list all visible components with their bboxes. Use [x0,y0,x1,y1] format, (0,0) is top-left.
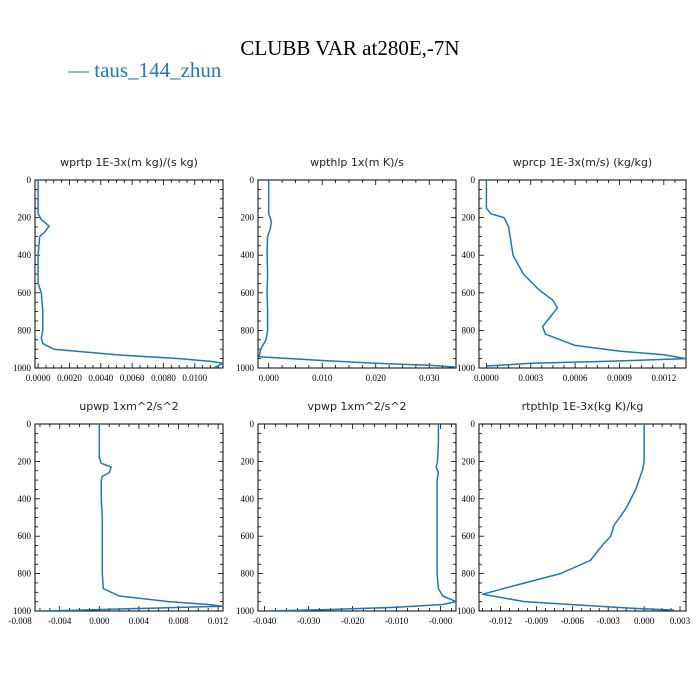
panel-6: rtpthlp 1E-3x(kg K)/kg 0 200 400 600 800 1000 -… [457,400,691,626]
x-tick-label: -0.012 [489,616,512,626]
y-tick-label: 1000 [236,606,255,616]
y-tick-label: 200 [18,456,32,466]
x-tick-label: 0.0000 [474,373,499,383]
x-tick-label: 0.0020 [57,373,82,383]
panel-title: wpthlp 1x(m K)/s [310,156,404,169]
panel-title: upwp 1xm^2/s^2 [79,400,179,413]
y-tick-label: 800 [241,325,255,335]
panel-2: wpthlp 1x(m K)/s 0 200 400 600 800 1000 0.000 0.… [236,156,457,383]
x-tick-label: 0.0060 [120,373,145,383]
panel-5: vpwp 1xm^2/s^2 0 200 400 600 800 1000-0.040 -0.… [236,400,457,626]
x-tick-label: 0.0009 [607,373,632,383]
y-tick-label: 0 [471,175,476,185]
x-tick-label: -0.009 [525,616,549,626]
y-tick-label: 800 [462,325,476,335]
y-tick-label: 800 [462,569,476,579]
y-tick-label: 0 [27,419,32,429]
plot-frame [34,179,224,369]
x-tick-label: -0.003 [597,616,621,626]
y-tick-label: 400 [462,494,476,504]
x-tick-label: -0.000 [429,616,453,626]
y-tick-label: 600 [241,531,255,541]
x-tick-label: 0.010 [312,373,333,383]
page-title: CLUBB VAR at280E,-7N [240,36,460,60]
x-tick-label: -0.004 [48,616,72,626]
x-tick-label: 0.012 [208,616,228,626]
x-tick-label: 0.0000 [26,373,51,383]
x-tick-label: 0.000 [634,616,655,626]
x-tick-label: -0.008 [9,616,33,626]
series-line-1 [485,180,686,367]
plot-frame [257,179,457,369]
y-tick-label: 800 [18,569,32,579]
y-tick-label: 200 [241,456,255,466]
x-tick-label: 0.030 [419,373,440,383]
x-tick-label: -0.040 [253,616,277,626]
y-tick-label: 600 [462,288,476,298]
series-line-1 [39,424,223,611]
y-tick-label: 1000 [457,606,476,616]
y-tick-label: 1000 [13,606,32,616]
plot-frame [257,423,457,612]
x-tick-label: -0.006 [561,616,585,626]
x-tick-label: 0.003 [670,616,691,626]
y-tick-label: 200 [18,213,32,223]
x-tick-label: -0.030 [297,616,321,626]
y-tick-label: 0 [471,419,476,429]
legend-line-icon: — [68,58,89,82]
x-tick-label: 0.004 [129,616,150,626]
x-tick-label: 0.020 [366,373,387,383]
x-tick-label: 0.0012 [651,373,676,383]
panel-title: wprtp 1E-3x(m kg)/(s kg) [60,156,198,169]
series-line-1 [37,180,223,368]
x-tick-label: 0.0003 [518,373,543,383]
x-tick-label: 0.0100 [182,373,207,383]
panel-4: upwp 1xm^2/s^2 0 200 400 600 800 1000-0.008 -0.… [9,400,229,626]
x-tick-label: 0.0040 [88,373,113,383]
legend-label: taus_144_zhun [94,58,222,82]
y-tick-label: 800 [18,325,32,335]
y-tick-label: 1000 [457,363,476,373]
panel-3: wprcp 1E-3x(m/s) (kg/kg) 0 200 400 600 800 100… [457,156,687,383]
x-tick-label: 0.008 [168,616,189,626]
y-tick-label: 400 [462,250,476,260]
y-tick-label: 400 [241,494,255,504]
legend: — taus_144_zhun [68,58,221,83]
x-tick-label: 0.0080 [151,373,176,383]
x-tick-label: -0.020 [341,616,365,626]
y-tick-label: 200 [462,456,476,466]
series-line-1 [258,180,456,368]
plot-frame [478,179,687,369]
y-tick-label: 400 [18,494,32,504]
y-tick-label: 400 [18,250,32,260]
x-tick-label: 0.000 [259,373,280,383]
x-tick-label: -0.010 [385,616,409,626]
y-tick-label: 800 [241,569,255,579]
y-tick-label: 1000 [13,363,32,373]
x-tick-label: 0.000 [89,616,110,626]
y-tick-label: 200 [241,213,255,223]
panel-title: vpwp 1xm^2/s^2 [307,400,406,413]
y-tick-label: 0 [250,419,255,429]
y-tick-label: 0 [250,175,255,185]
panel-1: wprtp 1E-3x(m kg)/(s kg) 0 200 400 600 800 100… [13,156,224,383]
y-tick-label: 0 [27,175,32,185]
panel-title: rtpthlp 1E-3x(kg K)/kg [522,400,644,413]
y-tick-label: 600 [18,531,32,541]
y-tick-label: 1000 [236,363,255,373]
series-line-1 [481,424,675,611]
x-tick-label: 0.0006 [563,373,588,383]
plot-frame [478,423,687,612]
y-tick-label: 600 [241,288,255,298]
series-line-1 [264,424,456,611]
panel-title: wprcp 1E-3x(m/s) (kg/kg) [513,156,652,169]
y-tick-label: 600 [462,531,476,541]
y-tick-label: 400 [241,250,255,260]
y-tick-label: 200 [462,213,476,223]
plot-frame [34,423,224,612]
y-tick-label: 600 [18,288,32,298]
